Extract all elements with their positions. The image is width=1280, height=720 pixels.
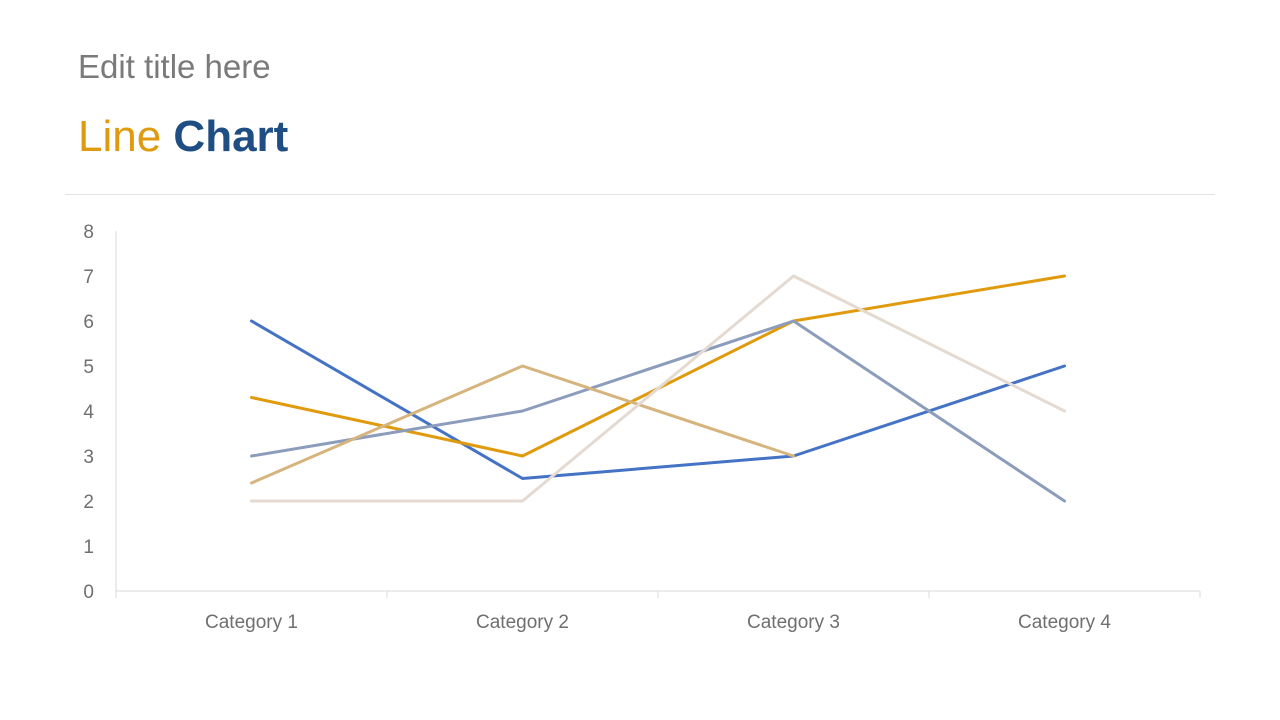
x-category-label: Category 4 — [1018, 612, 1111, 633]
y-tick-label: 4 — [83, 402, 94, 423]
y-tick-label: 5 — [83, 357, 94, 378]
series-line-3 — [250, 319, 1066, 503]
slide-title: Edit title here — [78, 48, 271, 85]
y-tick-label: 2 — [83, 492, 94, 513]
x-category-label: Category 3 — [747, 612, 840, 633]
y-tick-label: 1 — [83, 537, 94, 558]
y-tick-label: 8 — [83, 222, 94, 243]
y-tick-label: 6 — [83, 312, 94, 333]
chart-heading: Line Chart — [78, 112, 288, 162]
heading-word-chart: Chart — [173, 112, 289, 161]
x-category-label: Category 1 — [205, 612, 298, 633]
series-line-4 — [250, 364, 795, 485]
title-divider — [65, 194, 1215, 195]
heading-word-line: Line — [78, 112, 162, 161]
x-category-label: Category 2 — [476, 612, 569, 633]
series-line-1 — [250, 319, 1066, 480]
y-tick-label: 7 — [83, 267, 94, 288]
series-line-5 — [250, 274, 1066, 503]
y-tick-label: 0 — [83, 582, 94, 603]
y-tick-label: 3 — [83, 447, 94, 468]
